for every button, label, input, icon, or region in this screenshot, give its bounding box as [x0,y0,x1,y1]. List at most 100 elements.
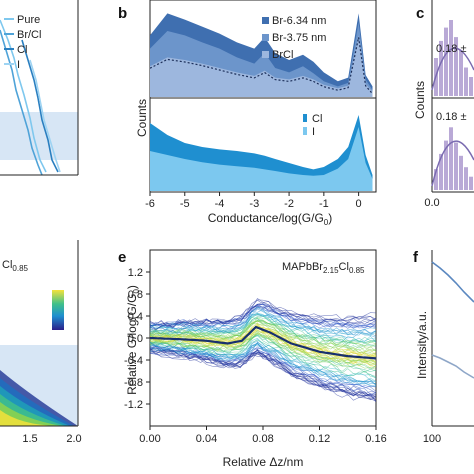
e-ytick-label: 0.0 [128,333,143,345]
panel-a-trace-pure [0,19,47,173]
panel-d-sample: Cl0.85 [2,259,29,273]
legend-i-b: I [312,126,315,138]
panel-b-label: b [118,5,127,22]
panel-a-highlight [0,112,78,160]
e-ytick-label: -0.8 [124,377,143,389]
e-ytick-label: -1.2 [124,399,143,411]
legend-br634: Br-6.34 nm [272,15,326,27]
d-density-band [0,410,58,426]
c-bar-top [459,50,463,96]
e-xtick-label: 0.00 [139,433,160,445]
panel-a-trace-cl [21,39,59,173]
c-bar-top [469,77,473,96]
c-bar-bottom [449,127,453,190]
e-trace [149,333,377,366]
b-xtick-label: -5 [180,198,190,210]
panel-a-legend: Pure Br/Cl Cl I [4,14,41,71]
e-trace [149,330,377,370]
b-xtick-label: -4 [215,198,225,210]
panel-e-label: e [118,249,126,266]
panel-f-label: f [413,249,419,266]
panel-d-xtick-2: 2.0 [66,433,81,445]
e-trace [149,330,377,364]
panel-d: Cl0.85 1.5 2.0 [0,240,82,445]
e-trace [149,306,377,337]
c-bar-bottom [469,176,473,190]
e-trace [149,343,377,385]
e-trace [149,352,377,395]
panel-b-xticks: -6 -5 -4 -3 -2 -1 0 [145,192,362,210]
e-trace [149,325,377,360]
e-xtick-label: 0.12 [309,433,330,445]
panel-f-lower-trace [431,354,474,379]
panel-e-xticks: 0.00 0.04 0.08 0.12 0.16 [139,426,387,445]
e-trace [149,319,377,347]
panel-b-top-plot [149,13,373,98]
e-trace [149,339,377,377]
series-area-i [150,127,373,191]
panel-b-legend-top: Br-6.34 nm Br-3.75 nm BrCl [262,15,326,61]
e-trace [149,314,377,343]
legend-cl: Cl [17,44,27,56]
legend-brcl-b: BrCl [272,49,293,61]
e-trace [149,347,377,402]
b-xtick-label: -6 [145,198,155,210]
e-xtick-label: 0.04 [196,433,217,445]
panel-e-sample: MAPbBr2.15Cl0.85 [282,261,365,275]
panel-a-top: Pure Br/Cl Cl I [0,0,79,176]
panel-b: b Counts -6 -5 -4 -3 -2 -1 0 Conductance/log(G… [118,0,377,227]
panel-e-ylabel: Relative G/log(G/G0) [125,285,141,395]
panel-c-xtick: 0.0 [424,197,439,209]
c-fit-top [431,47,474,91]
legend-pure: Pure [17,14,40,26]
e-trace [149,345,377,385]
c-bar-top [439,40,443,96]
b-xtick-label: 0 [356,198,362,210]
c-bar-bottom [444,140,448,190]
c-bar-bottom [434,169,438,190]
e-trace [149,312,377,343]
panel-b-bottom-plot [150,115,373,191]
panel-a-trace-i [29,59,61,173]
legend-i: I [17,59,20,71]
e-trace [149,321,377,351]
e-trace [149,341,377,386]
e-ytick-label: 0.4 [128,311,143,323]
panel-c-annot-bottom: 0.18 ± [436,111,467,123]
panel-b-xlabel: Conductance/log(G/G0) [208,211,333,227]
panel-b-ylabel: Counts [135,99,149,137]
c-bar-bottom [464,167,468,190]
c-bar-top [449,20,453,96]
brcl-guide-line [149,37,373,95]
c-bar-bottom [454,142,458,190]
e-xtick-label: 0.16 [365,433,386,445]
e-trace [149,333,377,364]
panel-e-traces [149,297,377,403]
panel-e-average-line [149,325,377,360]
panel-f-xtick: 100 [423,433,441,445]
b-xtick-label: -1 [319,198,329,210]
panel-f: f Intensity/a.u. 100 [413,249,474,445]
e-trace [149,303,377,328]
panel-c-bars [431,20,474,190]
e-ytick-label: -0.4 [124,355,143,367]
e-trace [149,313,377,336]
e-xtick-label: 0.08 [252,433,273,445]
panel-e: e Relative G/log(G/G0) 1.2 0.8 0.4 0.0 -0.4 -… [118,249,387,469]
panel-c-annot-top: 0.18 ± [436,43,467,55]
panel-f-upper-trace [431,261,474,303]
panel-a-trace-brcl [0,29,43,176]
panel-b-legend-bottom: Cl I [303,113,322,138]
c-fit-bottom [431,140,474,187]
c-bar-bottom [459,155,463,190]
e-trace [149,301,377,331]
panel-e-xlabel: Relative Δz/nm [223,455,304,469]
panel-e-yticks: 1.2 0.8 0.4 0.0 -0.4 -0.8 -1.2 [124,267,150,411]
e-trace [149,306,377,336]
b-xtick-label: -2 [284,198,294,210]
e-ytick-label: 1.2 [128,267,143,279]
panel-f-ylabel: Intensity/a.u. [415,311,429,379]
panel-c-label: c [416,5,424,22]
legend-cl-b: Cl [312,113,322,125]
